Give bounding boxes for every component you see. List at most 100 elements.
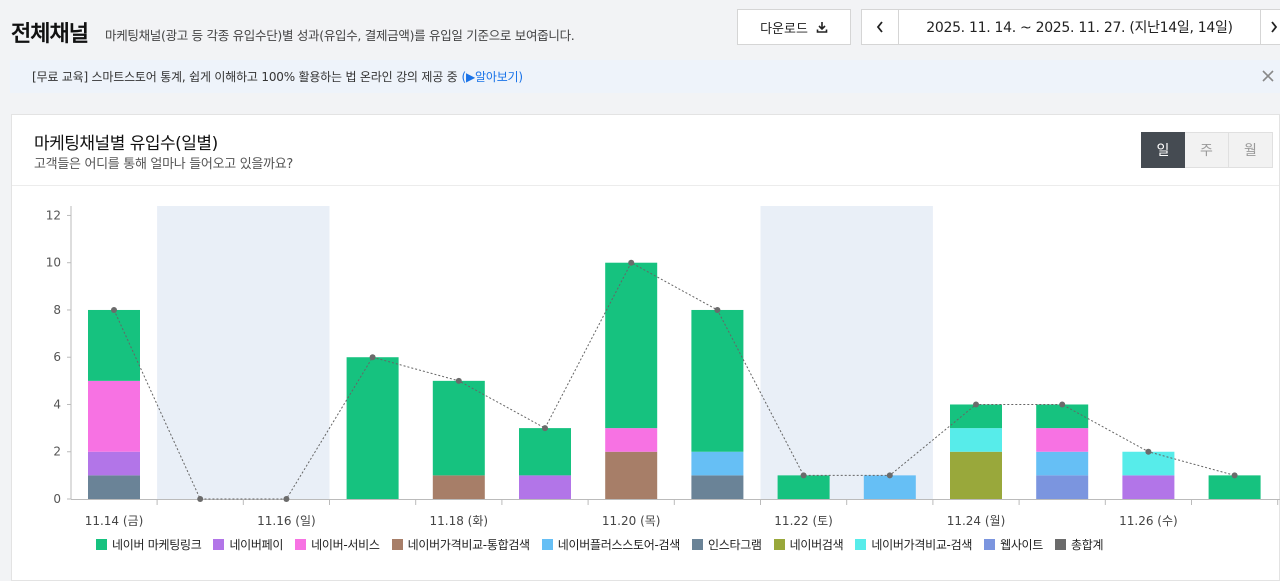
- legend-swatch: [1055, 539, 1067, 550]
- y-tick-label-12: 12: [46, 208, 61, 222]
- total-point-8: [800, 472, 807, 479]
- period-tab-month[interactable]: 월: [1229, 132, 1273, 168]
- bar-7-series-8: [691, 309, 744, 452]
- legend-item[interactable]: 네이버검색: [773, 536, 844, 553]
- x-tick-label-1: 11.16 (일): [257, 514, 316, 528]
- legend-item[interactable]: 네이버-서비스: [295, 536, 380, 553]
- card-divider: [12, 185, 1279, 186]
- bar-11-series-1: [1036, 475, 1089, 499]
- bar-0-series-0: [88, 475, 140, 499]
- legend-swatch: [984, 539, 996, 550]
- x-tick-label-3: 11.20 (목): [602, 514, 661, 528]
- period-tab-day[interactable]: 일: [1141, 132, 1185, 168]
- legend-label: 네이버페이: [229, 538, 284, 552]
- legend-item[interactable]: 네이버 마케팅링크: [96, 536, 202, 553]
- total-point-13: [1231, 472, 1238, 479]
- legend-label: 네이버-서비스: [311, 538, 380, 552]
- legend-label: 네이버가격비교-통합검색: [407, 538, 530, 552]
- x-tick-label-6: 11.26 (수): [1119, 514, 1178, 528]
- legend-label: 웹사이트: [1000, 538, 1044, 552]
- bar-12-series-5: [1122, 451, 1175, 476]
- legend-label: 네이버가격비교-검색: [871, 538, 973, 552]
- legend-item[interactable]: 네이버가격비교-통합검색: [391, 536, 530, 553]
- download-icon: [816, 22, 828, 33]
- total-point-5: [542, 425, 548, 432]
- total-point-6: [628, 259, 635, 266]
- chevron-left-icon: [876, 21, 883, 33]
- bar-7-series-0: [691, 475, 744, 499]
- legend-label: 인스타그램: [707, 538, 762, 552]
- notice-learn-more-link[interactable]: (▶알아보기): [461, 70, 524, 84]
- bar-3-series-8: [346, 357, 399, 499]
- legend-swatch: [855, 539, 867, 550]
- download-label: 다운로드: [760, 21, 808, 37]
- total-point-4: [455, 377, 462, 384]
- x-tick-label-4: 11.22 (토): [774, 514, 833, 528]
- legend-swatch: [295, 539, 307, 550]
- chart-card-subtitle: 고객들은 어디를 통해 얼마나 들어오고 있을까요?: [34, 157, 293, 172]
- legend-swatch: [691, 539, 703, 550]
- legend-item[interactable]: 네이버플러스스토어-검색: [541, 536, 680, 553]
- total-point-9: [886, 472, 893, 479]
- download-button[interactable]: 다운로드: [737, 9, 851, 45]
- total-line: [113, 262, 1235, 500]
- close-icon[interactable]: [1260, 68, 1276, 84]
- weekend-band-1: [760, 206, 933, 499]
- legend-swatch: [391, 539, 403, 550]
- total-point-3: [369, 354, 376, 361]
- bar-6-series-7: [605, 428, 658, 452]
- period-toggle: 일 주 월: [1141, 132, 1273, 168]
- legend-swatch: [773, 539, 785, 550]
- bar-11-series-6: [1036, 451, 1089, 476]
- total-point-10: [973, 401, 979, 408]
- legend-item[interactable]: 총합계: [1055, 536, 1104, 553]
- legend-item[interactable]: 인스타그램: [691, 536, 762, 553]
- total-point-11: [1059, 401, 1066, 408]
- chart-card-title: 마케팅채널별 유입수(일별): [34, 134, 218, 154]
- total-point-2: [283, 496, 290, 502]
- page-header: 전체채널 마케팅채널(광고 등 각종 유입수단)별 성과(유입수, 결제금액)를…: [0, 0, 1280, 58]
- bar-10-series-8: [950, 404, 1002, 429]
- bar-10-series-2: [950, 451, 1002, 499]
- legend-item[interactable]: 웹사이트: [984, 536, 1043, 553]
- prev-period-button[interactable]: [861, 9, 899, 45]
- legend-item[interactable]: 네이버페이: [213, 536, 283, 553]
- bar-4-series-3: [432, 475, 485, 499]
- next-period-button[interactable]: [1260, 9, 1280, 45]
- y-tick-label-4: 4: [53, 397, 61, 411]
- legend-item[interactable]: 네이버가격비교-검색: [855, 536, 972, 553]
- y-tick-label-10: 10: [46, 256, 61, 270]
- chevron-right-icon: [1271, 21, 1278, 33]
- date-range-display[interactable]: 2025. 11. 14. ~ 2025. 11. 27. (지난14일, 14…: [898, 9, 1261, 45]
- notice-banner: [무료 교육] 스마트스토어 통계, 쉽게 이해하고 100% 활용하는 법 온…: [10, 60, 1280, 93]
- bar-5-series-8: [519, 428, 571, 476]
- bar-9-series-6: [863, 475, 916, 499]
- x-tick-label-0: 11.14 (금): [85, 514, 144, 528]
- x-tick-label-2: 11.18 (화): [430, 514, 489, 528]
- bar-11-series-8: [1036, 404, 1089, 429]
- legend-label: 네이버플러스스토어-검색: [557, 538, 680, 552]
- x-tick-label-5: 11.24 (월): [947, 514, 1006, 528]
- bar-0-series-7: [88, 380, 140, 452]
- y-tick-label-8: 8: [53, 303, 61, 317]
- legend-label: 네이버 마케팅링크: [112, 538, 202, 552]
- legend-label: 네이버검색: [789, 538, 844, 552]
- bar-10-series-5: [950, 428, 1002, 452]
- bar-7-series-6: [691, 451, 744, 476]
- bar-6-series-3: [605, 451, 658, 499]
- total-point-0: [111, 306, 117, 313]
- bar-13-series-8: [1208, 475, 1261, 499]
- legend-swatch: [213, 539, 225, 550]
- page-subtitle: 마케팅채널(광고 등 각종 유입수단)별 성과(유입수, 결제금액)를 유입일 …: [105, 28, 575, 43]
- y-tick-label-6: 6: [53, 350, 61, 364]
- bar-6-series-8: [605, 262, 658, 429]
- total-point-12: [1145, 448, 1152, 455]
- bar-5-series-4: [519, 475, 571, 499]
- y-tick-label-0: 0: [53, 492, 61, 506]
- bar-8-series-8: [777, 475, 830, 499]
- period-tab-week[interactable]: 주: [1185, 132, 1229, 168]
- page-title: 전체채널: [11, 22, 89, 47]
- total-point-7: [714, 306, 721, 313]
- weekend-band-0: [157, 206, 330, 499]
